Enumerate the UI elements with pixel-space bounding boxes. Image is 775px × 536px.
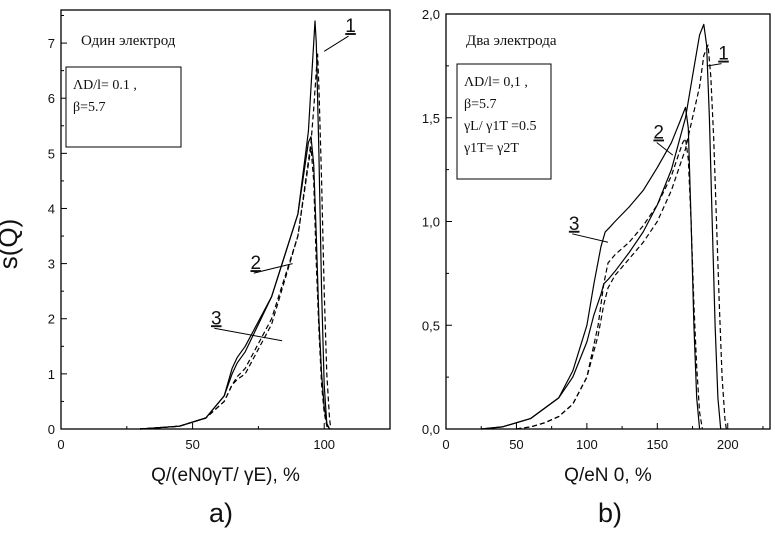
- x-tick-label: 200: [717, 437, 739, 452]
- y-tick-label: 1,5: [422, 111, 440, 126]
- curve-label: 2: [653, 123, 664, 144]
- y-tick-label: 7: [48, 36, 55, 51]
- y-tick-label: 5: [48, 146, 55, 161]
- x-axis-label: Q/eN 0, %: [564, 465, 652, 486]
- y-tick-label: 4: [48, 201, 55, 216]
- curve-label: 1: [718, 44, 729, 65]
- curve-label: 3: [211, 308, 222, 329]
- y-axis-label: s(Q): [0, 219, 23, 270]
- x-tick-label: 50: [509, 437, 523, 452]
- curve-leader-line: [707, 63, 722, 67]
- y-tick-label: 1: [48, 367, 55, 382]
- param-line: ΛD/l= 0.1 ,: [73, 78, 137, 93]
- x-tick-label: 150: [646, 437, 668, 452]
- y-tick-label: 0,0: [422, 422, 440, 437]
- panel-a: 0 50 100 0 1 2 3 4 5 6 7 1 2 3 Один электрод ΛD/l= 0.1 …: [48, 9, 391, 528]
- param-line: β=5.7: [73, 100, 106, 115]
- panel-b: 0 50 100 150 200 0,0 0,5 1,0 1,5 2,0 1 2 3 Два электр…: [422, 7, 771, 528]
- param-line: γ1T= γ2T: [463, 141, 519, 156]
- x-tick-label: 100: [313, 437, 335, 452]
- y-tick-label: 6: [48, 91, 55, 106]
- y-tick-label: 0,5: [422, 318, 440, 333]
- curve-leader-line: [253, 263, 293, 274]
- series-line-3: [481, 106, 701, 430]
- x-axis-label: Q/(eN0γT/ γE), %: [151, 465, 300, 486]
- series-line-2: [516, 137, 703, 430]
- param-line: ΛD/l= 0,1 ,: [464, 75, 528, 90]
- x-tick-label: 100: [576, 437, 598, 452]
- curve-label: 2: [250, 253, 261, 274]
- param-line: γL/ γ1T =0.5: [463, 119, 537, 134]
- plot-frame: [60, 9, 391, 430]
- curve-leader-line: [656, 142, 674, 156]
- y-tick-label: 2: [48, 312, 55, 327]
- curve-label: 3: [569, 214, 580, 235]
- y-tick-label: 0: [48, 422, 55, 437]
- curve-leader-line: [214, 327, 283, 342]
- panel-title: Два электрода: [466, 33, 557, 49]
- panel-title: Один электрод: [81, 33, 176, 49]
- curve-leader-line: [323, 35, 349, 52]
- param-line: β=5.7: [464, 97, 497, 112]
- y-tick-label: 2,0: [422, 7, 440, 22]
- panel-label: b): [598, 498, 622, 528]
- series-line-3: [139, 136, 331, 430]
- y-tick-label: 1,0: [422, 215, 440, 230]
- x-tick-label: 0: [442, 437, 449, 452]
- panel-label: a): [209, 498, 233, 528]
- param-box: [65, 66, 182, 148]
- curve-label: 1: [345, 16, 356, 37]
- x-tick-label: 50: [185, 437, 199, 452]
- param-box: [456, 63, 552, 180]
- series-line-1: [481, 23, 722, 430]
- y-tick-label: 3: [48, 257, 55, 272]
- x-tick-label: 0: [57, 437, 64, 452]
- curve-leader-line: [572, 233, 609, 243]
